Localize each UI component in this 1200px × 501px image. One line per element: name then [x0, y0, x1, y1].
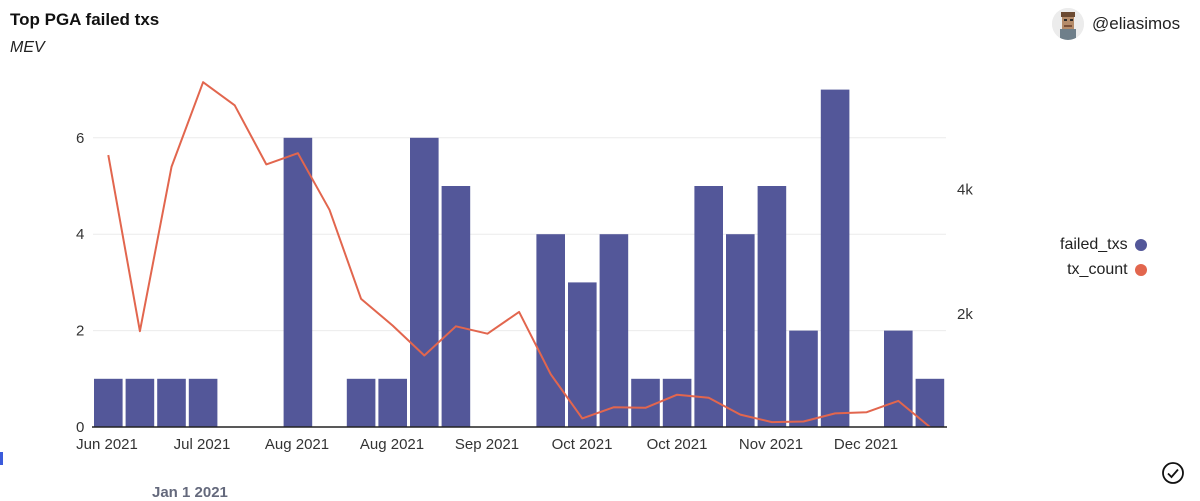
x-tick-label: Dec 2021	[834, 436, 898, 453]
grid-lines	[93, 137, 946, 332]
axes: 0 2 4 6 2k 4k Jun 2021 Jul 2021 Aug 2021 Aug 2021…	[76, 130, 973, 453]
y-right-tick-label: 2k	[957, 306, 973, 323]
failed-txs-bars	[94, 89, 945, 428]
bar-failed-txs[interactable]	[536, 234, 565, 427]
user-avatar-icon	[1052, 8, 1084, 40]
bar-failed-txs[interactable]	[789, 330, 818, 427]
y-left-tick-label: 6	[76, 130, 84, 147]
bar-failed-txs[interactable]	[125, 378, 155, 427]
footer-date-fragment: Jan 1 2021	[152, 484, 228, 501]
chart-subtitle: MEV	[10, 39, 45, 56]
checkmark-circle-icon[interactable]	[1161, 461, 1185, 485]
bar-failed-txs[interactable]	[757, 186, 787, 427]
author-name: @eliasimos	[1092, 14, 1181, 33]
bar-failed-txs[interactable]	[694, 186, 723, 427]
bar-failed-txs[interactable]	[820, 89, 850, 427]
y-left-tick-label: 0	[76, 419, 84, 436]
x-tick-label: Nov 2021	[739, 436, 803, 453]
x-tick-label: Oct 2021	[552, 436, 613, 453]
legend: failed_txs tx_count	[1060, 232, 1147, 282]
bar-failed-txs[interactable]	[884, 330, 913, 427]
y-right-tick-label: 4k	[957, 181, 973, 198]
bar-failed-txs[interactable]	[346, 378, 376, 427]
edge-marker	[0, 452, 3, 465]
x-tick-label: Aug 2021	[265, 436, 329, 453]
legend-label-tx-count: tx_count	[1067, 260, 1128, 278]
bar-failed-txs[interactable]	[283, 137, 313, 428]
bar-failed-txs[interactable]	[441, 186, 471, 427]
legend-label-failed-txs: failed_txs	[1060, 235, 1128, 253]
bar-failed-txs[interactable]	[662, 378, 692, 427]
bar-failed-txs[interactable]	[410, 137, 439, 428]
legend-item-tx-count[interactable]: tx_count	[1060, 257, 1147, 282]
bar-failed-txs[interactable]	[157, 378, 186, 427]
bar-failed-txs[interactable]	[94, 378, 123, 427]
chart-title: Top PGA failed txs	[10, 10, 160, 29]
bar-failed-txs[interactable]	[726, 234, 755, 427]
x-tick-label: Aug 2021	[360, 436, 424, 453]
y-left-tick-label: 4	[76, 226, 84, 243]
author-link[interactable]: @eliasimos	[1052, 8, 1180, 40]
x-tick-label: Oct 2021	[647, 436, 708, 453]
x-tick-label: Jul 2021	[174, 436, 231, 453]
bar-failed-txs[interactable]	[188, 378, 218, 427]
line-tx-count[interactable]	[107, 81, 931, 428]
y-left-tick-label: 2	[76, 323, 84, 340]
bar-failed-txs[interactable]	[599, 234, 629, 427]
legend-swatch-tx-count	[1134, 263, 1147, 276]
x-tick-label: Jun 2021	[76, 436, 138, 453]
x-tick-label: Sep 2021	[455, 436, 519, 453]
bar-failed-txs[interactable]	[568, 282, 597, 427]
legend-swatch-failed-txs	[1134, 238, 1147, 251]
bar-failed-txs[interactable]	[378, 378, 407, 427]
tx-count-line	[107, 81, 931, 428]
legend-item-failed-txs[interactable]: failed_txs	[1060, 232, 1147, 257]
